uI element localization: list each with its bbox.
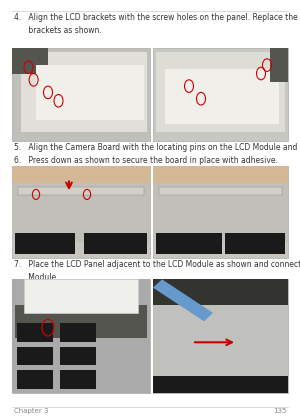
Bar [12,48,48,74]
Bar [153,166,288,258]
Bar [153,183,288,241]
Bar [12,279,150,393]
Bar [153,304,288,376]
Bar [12,279,150,393]
Bar [153,279,288,372]
Bar [21,52,147,132]
Text: 5.   Align the Camera Board with the locating pins on the LCD Module and place t: 5. Align the Camera Board with the locat… [14,143,300,152]
Bar [16,370,52,389]
Bar [156,52,285,132]
Bar [36,65,144,120]
Bar [84,233,147,254]
Bar [153,372,288,393]
Bar [225,233,285,254]
Bar [12,183,150,241]
Text: 4.   Align the LCD brackets with the screw holes on the panel. Replace the eight: 4. Align the LCD brackets with the screw… [14,13,300,35]
Bar [153,166,288,183]
Bar [16,346,52,365]
Bar [24,279,138,313]
Bar [60,370,96,389]
Bar [60,346,96,365]
Text: 135: 135 [273,408,286,414]
Text: Chapter 3: Chapter 3 [14,408,48,414]
Bar [15,304,147,338]
Bar [60,323,96,342]
Polygon shape [153,279,213,321]
Bar [156,233,222,254]
Bar [16,323,52,342]
Bar [12,166,150,258]
Bar [153,48,288,141]
Bar [12,166,150,183]
Bar [165,69,279,124]
Bar [18,187,144,195]
Bar [270,48,288,82]
Bar [159,187,282,195]
Bar [153,279,288,304]
Bar [153,279,288,393]
Text: 6.   Press down as shown to secure the board in place with adhesive.: 6. Press down as shown to secure the boa… [14,156,278,165]
Bar [15,233,75,254]
Text: 7.   Place the LCD Panel adjacent to the LCD Module as shown and connect the Cam: 7. Place the LCD Panel adjacent to the L… [14,260,300,282]
Bar [12,48,150,141]
